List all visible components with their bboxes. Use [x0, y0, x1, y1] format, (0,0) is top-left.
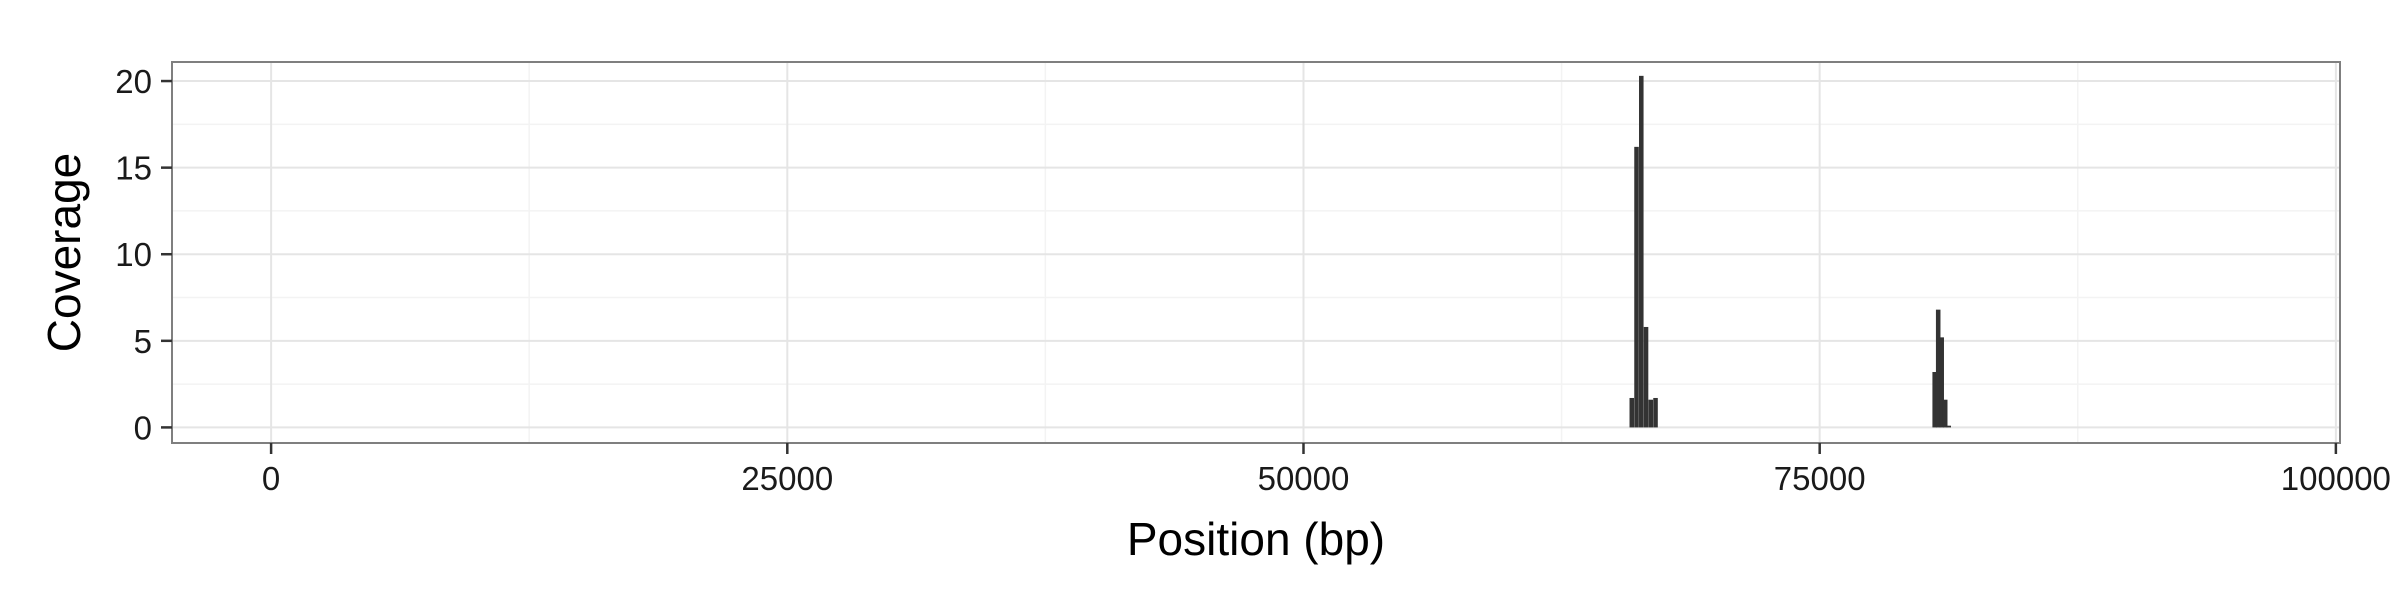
grid [172, 62, 2340, 443]
coverage-bar [1939, 337, 1944, 428]
x-tick-label: 100000 [2281, 460, 2391, 497]
coverage-bar [1942, 399, 1948, 428]
coverage-bar [1648, 399, 1654, 428]
y-tick-label: 20 [115, 63, 152, 100]
y-tick-label: 0 [134, 409, 152, 446]
y-tick-label: 10 [115, 236, 152, 273]
plot-panel-border [171, 61, 2341, 444]
coverage-bar [1935, 309, 1941, 428]
x-tick-label: 50000 [1258, 460, 1350, 497]
coverage-bar [1639, 75, 1644, 428]
bars [1629, 75, 1951, 428]
coverage-bar [1634, 146, 1639, 428]
coverage-bar [1946, 425, 1951, 428]
x-axis-title: Position (bp) [1127, 513, 1385, 565]
coverage-bar [1932, 371, 1937, 428]
x-tick-label: 25000 [741, 460, 833, 497]
y-tick-label: 5 [134, 323, 152, 360]
x-axis: 0 25000 50000 75000 100000 [262, 443, 2391, 497]
y-axis: 0 5 10 15 20 [115, 63, 172, 446]
x-tick-label: 0 [262, 460, 280, 497]
coverage-bar [1643, 326, 1649, 428]
coverage-bar [1629, 397, 1635, 428]
coverage-bar [1653, 397, 1658, 428]
y-tick-label: 15 [115, 150, 152, 187]
plot-panel [172, 62, 2340, 443]
y-axis-title: Coverage [38, 153, 90, 352]
x-tick-label: 75000 [1774, 460, 1866, 497]
